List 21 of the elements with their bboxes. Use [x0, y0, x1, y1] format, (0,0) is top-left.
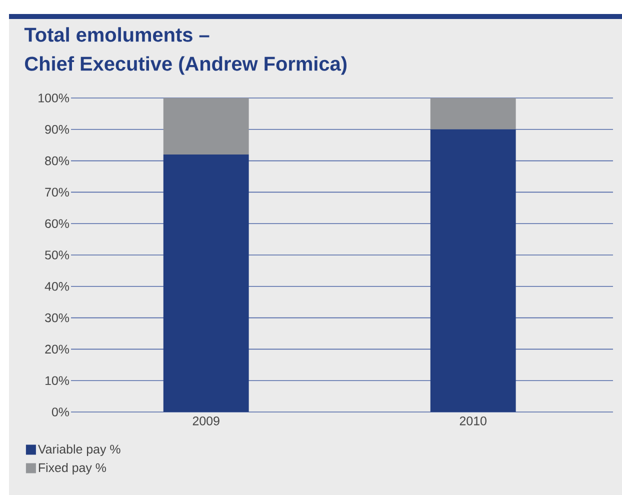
y-tick-label: 80% [45, 156, 70, 166]
y-tick-label: 70% [45, 188, 70, 197]
y-tick-label: 100% [38, 94, 70, 102]
legend-label: Variable pay % [38, 444, 120, 456]
y-tick-label: 10% [46, 376, 70, 386]
y-tick-label: 30% [45, 313, 70, 322]
bar [430, 129, 516, 412]
x-tick-label: 2010 [460, 416, 486, 426]
y-tick-label: 40% [44, 282, 70, 291]
y-tick-label: 0% [52, 408, 70, 416]
legend-label: Fixed pay % [38, 462, 106, 475]
bar [163, 98, 249, 155]
y-tick-label: 50% [45, 250, 70, 260]
bar [430, 98, 516, 130]
y-tick-label: 60% [45, 219, 70, 228]
y-tick-label: 90% [45, 124, 70, 134]
chart-title: Total emoluments – [24, 27, 210, 42]
chart-subtitle: Chief Executive (Andrew Formica) [25, 56, 346, 75]
x-tick-label: 2009 [192, 416, 220, 426]
y-tick-label: 20% [45, 344, 70, 354]
bar [163, 154, 249, 412]
